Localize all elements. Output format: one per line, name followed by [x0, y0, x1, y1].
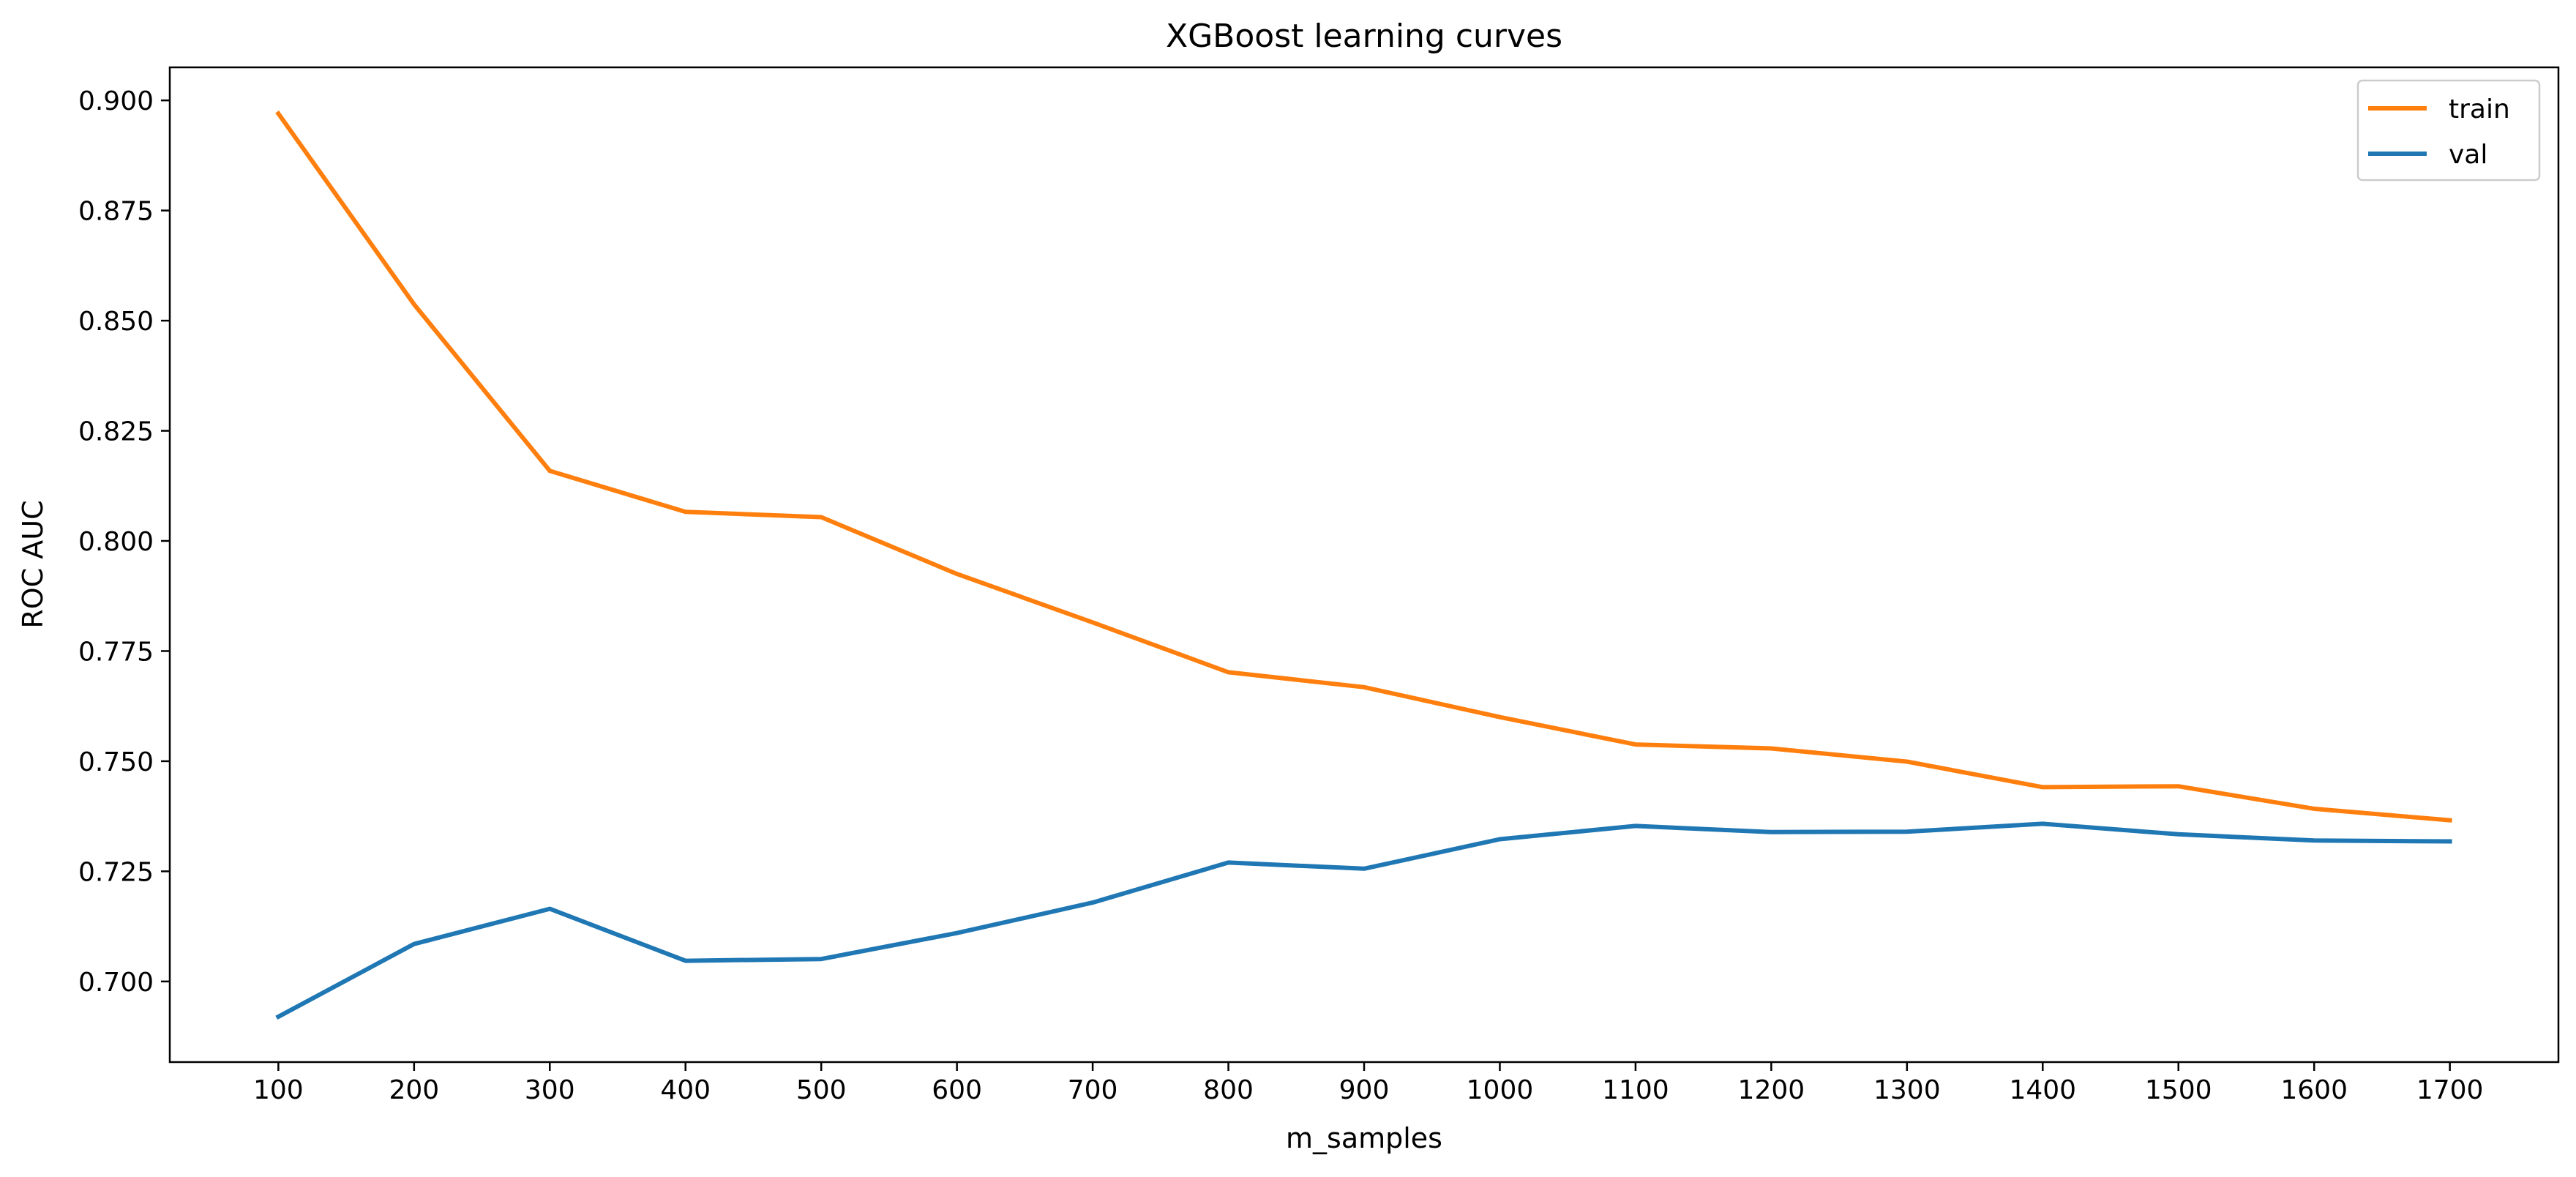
x-tick-label: 300	[525, 1075, 575, 1105]
x-tick-label: 1200	[1738, 1075, 1805, 1105]
y-tick-label: 0.700	[78, 968, 154, 998]
x-tick-label: 1400	[2009, 1075, 2076, 1105]
axes: 100 200 300 400 500 600 700 800 900 1000 1100 1200 1…	[78, 86, 2484, 1105]
y-tick-label: 0.825	[78, 417, 154, 447]
legend: train val	[2356, 79, 2541, 182]
x-tick-label: 1700	[2416, 1075, 2484, 1105]
series-lines	[275, 111, 2452, 1020]
legend-label: train	[2449, 94, 2510, 124]
y-tick-label: 0.900	[78, 86, 154, 116]
series-line-train	[275, 111, 2452, 823]
y-tick-label: 0.775	[78, 637, 154, 667]
y-axis-label: ROC AUC	[17, 500, 49, 628]
x-tick-label: 200	[389, 1075, 439, 1105]
x-tick-label: 100	[253, 1075, 304, 1105]
x-tick-label: 1100	[1602, 1075, 1669, 1105]
x-tick-label: 1300	[1873, 1075, 1941, 1105]
x-tick-label: 1000	[1467, 1075, 1534, 1105]
y-tick-label: 0.725	[78, 857, 154, 887]
x-tick-label: 600	[932, 1075, 982, 1105]
x-tick-label: 500	[796, 1075, 847, 1105]
plot-frame	[168, 66, 2560, 1064]
x-tick-label: 700	[1068, 1075, 1118, 1105]
x-tick-label: 900	[1339, 1075, 1390, 1105]
y-tick-label: 0.850	[78, 307, 154, 337]
chart-title: XGBoost learning curves	[1166, 18, 1562, 55]
x-tick-label: 1500	[2145, 1075, 2212, 1105]
x-tick-label: 1600	[2280, 1075, 2348, 1105]
legend-label: val	[2449, 140, 2487, 170]
x-axis-label: m_samples	[1286, 1122, 1442, 1154]
y-tick-label: 0.800	[78, 527, 154, 557]
x-tick-label: 800	[1203, 1075, 1254, 1105]
series-line-val	[275, 821, 2452, 1020]
x-tick-label: 400	[660, 1075, 711, 1105]
y-tick-label: 0.875	[78, 197, 154, 227]
y-tick-label: 0.750	[78, 747, 154, 777]
